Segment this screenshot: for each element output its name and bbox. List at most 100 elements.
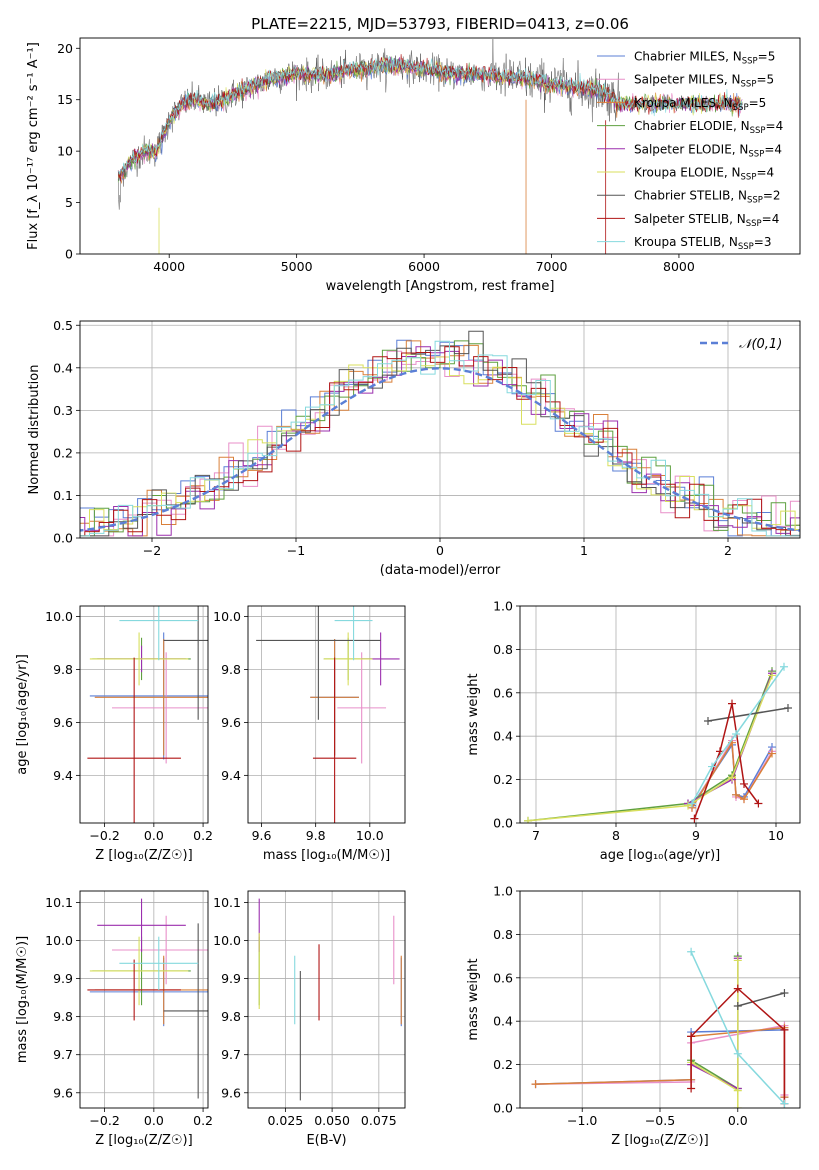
y-tick-label: 1.0: [493, 599, 513, 614]
x-axis-label: wavelength [Angstrom, rest frame]: [326, 279, 555, 294]
x-tick-label: 0.0: [144, 828, 164, 843]
x-axis-label: mass [log₁₀(M/M☉)]: [263, 848, 390, 863]
plot-area: [117, 39, 743, 254]
panel-age_vs_Z: −0.2 0.0 0.2 9.4 9.6 9.8 10.0 Z [log₁₀(Z/Z☉)] ag…: [15, 605, 213, 863]
x-tick-label: 6000: [408, 259, 440, 274]
x-axis-label: Z [log₁₀(Z/Z☉)]: [95, 848, 192, 863]
errorbar-point: [89, 632, 189, 686]
x-tick-label: 9: [692, 828, 700, 843]
axes-frame: [79, 37, 801, 255]
y-tick-label: 0.5: [53, 318, 73, 333]
y-tick-label: 9.9: [53, 971, 73, 986]
y-axis-label: mass weight: [466, 958, 481, 1040]
y-tick-label: 0.0: [493, 816, 513, 831]
legend-label: Kroupa STELIB, NSSP=3: [634, 235, 772, 252]
errorbar-point: [163, 923, 208, 1099]
x-axis-label: Z [log₁₀(Z/Z☉)]: [611, 1133, 708, 1148]
x-tick-label: −0.2: [89, 1113, 119, 1128]
errorbar-point: [334, 606, 373, 661]
data-point: [687, 1084, 696, 1093]
panel-spectrum: 4000 5000 6000 7000 8000 0 5 10 15 20 wavelength […: [26, 37, 801, 294]
data-point: [733, 1104, 742, 1108]
y-tick-label: 0: [65, 247, 73, 262]
histogram-kroupa-elodie: [80, 353, 800, 537]
y-tick-label: 10.0: [45, 933, 73, 948]
axes-frame: [519, 890, 801, 1109]
y-tick-label: 5: [65, 195, 73, 210]
data-point: [733, 956, 742, 965]
errorbar-point: [163, 606, 208, 720]
x-axis-label: Z [log₁₀(Z/Z☉)]: [95, 1133, 192, 1148]
x-tick-label: 0.075: [361, 1113, 397, 1128]
y-tick-label: 9.8: [221, 662, 241, 677]
data-point: [768, 671, 776, 680]
plot-area: [256, 606, 400, 823]
data-point: [708, 762, 716, 771]
x-tick-label: 0.2: [193, 828, 213, 843]
data-point: [784, 703, 792, 712]
data-point: [684, 801, 692, 810]
plot-area: [87, 898, 208, 1099]
x-tick-label: 0.2: [193, 1113, 213, 1128]
errorbar-point: [87, 657, 181, 823]
y-tick-label: 9.7: [221, 1047, 241, 1062]
x-tick-label: 1: [580, 543, 588, 558]
axes-frame: [247, 605, 406, 824]
errorbar-point: [112, 652, 208, 764]
errorbar-point: [323, 632, 373, 686]
x-tick-label: 7000: [536, 259, 568, 274]
axes-frame: [519, 605, 801, 824]
histogram-salpeter-stelib: [80, 346, 800, 537]
plot-area: [531, 947, 789, 1108]
x-tick-label: −2: [143, 543, 161, 558]
data-point: [733, 1002, 742, 1011]
y-tick-label: 0.6: [493, 970, 513, 985]
x-tick-label: 4000: [153, 259, 185, 274]
data-point: [728, 773, 736, 782]
x-tick-label: 2: [724, 543, 732, 558]
data-point: [768, 749, 776, 758]
series-line: [527, 675, 773, 822]
x-tick-label: 8: [612, 828, 620, 843]
x-tick-label: 8000: [663, 259, 695, 274]
errorbar-point: [337, 652, 387, 764]
data-point: [780, 988, 789, 997]
data-point: [733, 1086, 742, 1095]
y-axis-label: mass [log₁₀(M/M☉)]: [15, 936, 30, 1063]
data-point: [740, 779, 748, 788]
y-tick-label: 9.6: [221, 715, 241, 730]
series-chabrier-stelib: [733, 988, 789, 1011]
y-tick-label: 9.8: [53, 1009, 73, 1024]
errorbar-point: [119, 936, 199, 990]
x-tick-label: 0: [436, 543, 444, 558]
panel-age_vs_mass: 9.6 9.8 10.0 9.4 9.6 9.8 10.0 mass [log₁₀(M/M☉)…: [213, 605, 406, 863]
errorbar-point: [87, 959, 181, 1021]
x-tick-label: 10: [768, 828, 784, 843]
y-axis-label: age [log₁₀(age/yr)]: [15, 654, 30, 775]
x-axis-label: E(B-V): [306, 1133, 346, 1148]
plot-area: [80, 330, 800, 537]
panel-weight_vs_Z: −1.0 −0.5 0.0 0.0 0.2 0.4 0.6 0.8 1.0 Z [log₁₀(Z/…: [466, 884, 801, 1148]
legend-label: Chabrier ELODIE, NSSP=4: [634, 119, 783, 136]
legend-label: Salpeter MILES, NSSP=5: [634, 73, 774, 90]
data-point: [687, 947, 696, 956]
data-point: [690, 814, 699, 823]
errorbar-point: [119, 606, 199, 661]
data-point: [780, 1099, 789, 1108]
axes-frame: [79, 890, 209, 1109]
y-tick-label: 0.3: [53, 403, 73, 418]
data-point: [687, 1032, 696, 1041]
y-tick-label: 15: [57, 92, 73, 107]
y-axis-label: Flux [f_λ 10⁻¹⁷ erg cm⁻² s⁻¹ A⁻¹]: [26, 42, 41, 250]
errorbar-point: [112, 915, 208, 985]
x-tick-label: 7: [532, 828, 540, 843]
series-kroupa-stelib: [687, 947, 789, 1108]
model-spectrum-kroupa-stelib: [117, 55, 743, 175]
panel-weight_vs_age: 7 8 9 10 0.0 0.2 0.4 0.6 0.8 1.0 age [log₁₀(age/yr…: [466, 599, 801, 863]
series-salpeter-stelib: [690, 699, 763, 823]
data-point: [688, 799, 696, 808]
y-tick-label: 9.8: [221, 1009, 241, 1024]
data-point: [733, 1049, 742, 1058]
legend-label: Salpeter ELODIE, NSSP=4: [634, 142, 782, 159]
